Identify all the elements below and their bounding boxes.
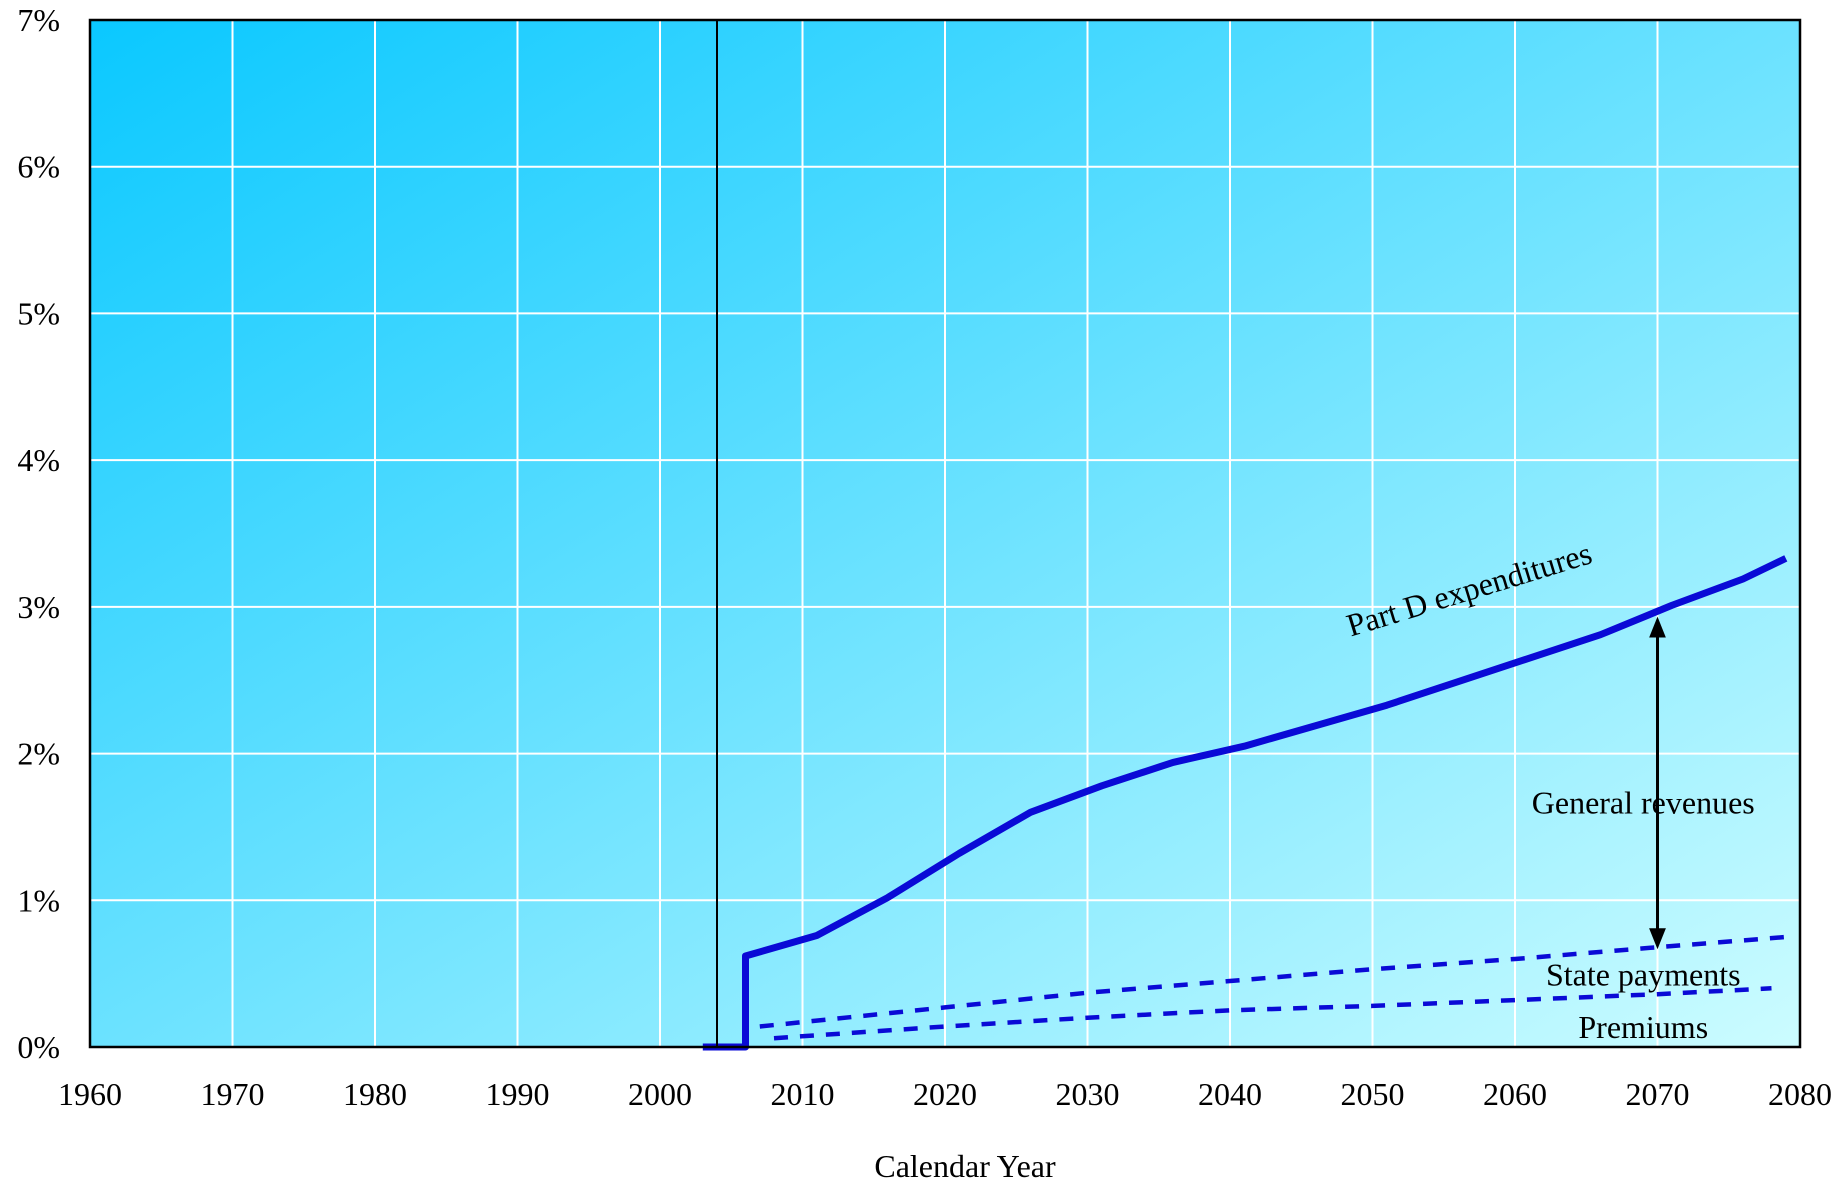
- x-tick-label-2010: 2010: [771, 1076, 835, 1112]
- y-tick-label-2: 2%: [17, 736, 60, 772]
- series-line-state-payments: [759, 934, 1786, 1029]
- x-tick-label-2060: 2060: [1483, 1076, 1547, 1112]
- x-tick-label-2080: 2080: [1768, 1076, 1832, 1112]
- y-tick-label-1: 1%: [17, 882, 60, 918]
- annotation-general-revenues: General revenues: [1532, 785, 1755, 821]
- x-tick-label-1970: 1970: [201, 1076, 265, 1112]
- x-tick-label-1980: 1980: [343, 1076, 407, 1112]
- x-tick-label-2070: 2070: [1626, 1076, 1690, 1112]
- x-axis-title: Calendar Year: [874, 1148, 1056, 1178]
- y-tick-label-5: 5%: [17, 295, 60, 331]
- x-tick-label-1990: 1990: [486, 1076, 550, 1112]
- plot-frame: [88, 18, 1802, 1049]
- y-tick-label-7: 7%: [17, 2, 60, 38]
- series-line-premiums: [773, 986, 1772, 1041]
- annotation-premiums: Premiums: [1578, 1009, 1708, 1045]
- y-tick-label-3: 3%: [17, 589, 60, 625]
- series-line-part-d-expenditures: [702, 555, 1788, 1051]
- x-tick-label-2040: 2040: [1198, 1076, 1262, 1112]
- x-tick-label-1960: 1960: [58, 1076, 122, 1112]
- x-tick-label-2020: 2020: [913, 1076, 977, 1112]
- x-tick-label-2030: 2030: [1056, 1076, 1120, 1112]
- axes: [88, 18, 1802, 1049]
- y-tick-label-4: 4%: [17, 442, 60, 478]
- tick-labels: 1960 1970 1980 1990 2000 2010 2020 2030 2040 2050…: [17, 2, 1832, 1112]
- y-tick-label-0: 0%: [17, 1029, 60, 1065]
- y-tick-label-6: 6%: [17, 149, 60, 185]
- x-tick-label-2000: 2000: [628, 1076, 692, 1112]
- gridlines: [89, 19, 1801, 1048]
- series-group: [702, 555, 1788, 1051]
- annotation-state-payments: State payments: [1546, 956, 1741, 992]
- x-tick-label-2050: 2050: [1341, 1076, 1405, 1112]
